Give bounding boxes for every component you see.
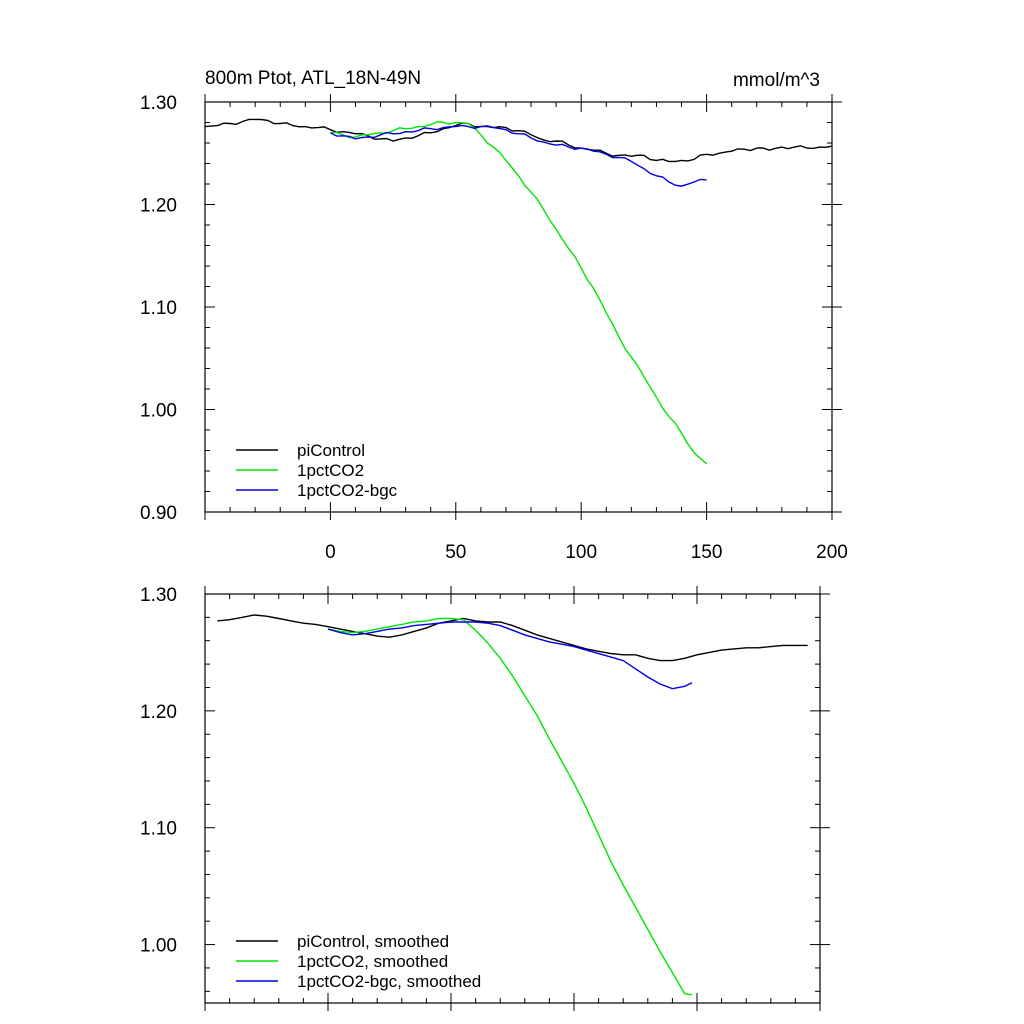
series-line-picontrol-smoothed	[217, 614, 808, 662]
panel-top: 800m Ptot, ATL_18N-49N mmol/m^3 0 50 100 15…	[140, 68, 848, 563]
y-tick-label: 1.20	[140, 702, 177, 723]
series-line-picontrol	[205, 118, 832, 163]
units-label: mmol/m^3	[733, 70, 820, 91]
y-tick-label: 1.00	[140, 401, 177, 422]
y-tick-label: 1.10	[140, 819, 177, 840]
series-line-1pctco2-smoothed	[327, 617, 693, 996]
series-line-1pctco2-bgc-smoothed	[327, 621, 693, 690]
legend-label: 1pctCO2	[297, 461, 364, 480]
y-tick-label: 1.20	[140, 196, 177, 217]
y-tick-label: 0.90	[140, 503, 177, 524]
y-tick-label: 1.00	[140, 936, 177, 957]
legend-label: 1pctCO2-bgc	[297, 481, 398, 500]
y-tick-label: 1.30	[140, 585, 177, 606]
x-tick-label: 200	[816, 542, 848, 563]
x-tick-label: 50	[445, 542, 466, 563]
x-tick-label: 100	[565, 542, 597, 563]
x-tick-label: 0	[325, 542, 336, 563]
plot-frame	[204, 593, 821, 1004]
series-line-1pctco2-bgc	[330, 124, 707, 187]
y-tick-label: 1.30	[140, 93, 177, 114]
series-line-1pctco2	[330, 121, 708, 465]
y-tick-label: 1.10	[140, 298, 177, 319]
legend-label: piControl, smoothed	[297, 932, 449, 951]
legend-label: 1pctCO2-bgc, smoothed	[297, 972, 481, 991]
legend-label: 1pctCO2, smoothed	[297, 952, 448, 971]
x-tick-label: 150	[691, 542, 723, 563]
chart-title: 800m Ptot, ATL_18N-49N	[205, 68, 421, 89]
legend-label: piControl	[297, 441, 365, 460]
